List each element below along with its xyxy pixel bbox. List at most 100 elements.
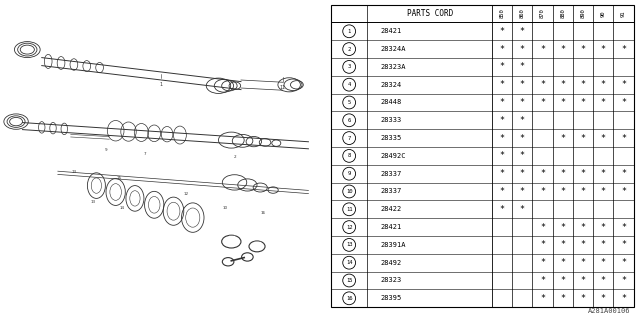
Text: *: *: [601, 187, 605, 196]
Text: *: *: [621, 276, 626, 285]
Text: 14: 14: [346, 260, 353, 265]
Text: *: *: [540, 169, 545, 178]
Text: 1: 1: [159, 82, 162, 87]
Text: *: *: [621, 223, 626, 232]
Text: *: *: [580, 223, 586, 232]
Text: *: *: [560, 223, 565, 232]
Text: *: *: [540, 223, 545, 232]
Text: 28337: 28337: [380, 188, 401, 195]
Text: 850: 850: [499, 9, 504, 19]
Text: 8: 8: [348, 153, 351, 158]
Text: *: *: [580, 187, 586, 196]
Text: 890: 890: [580, 9, 586, 19]
Text: *: *: [540, 258, 545, 267]
Text: 7: 7: [143, 152, 146, 156]
Text: 9: 9: [348, 171, 351, 176]
Text: *: *: [601, 133, 605, 143]
Text: *: *: [520, 151, 525, 160]
Text: *: *: [499, 27, 504, 36]
Text: 28337: 28337: [380, 171, 401, 177]
Text: 2: 2: [233, 155, 236, 159]
Text: 10: 10: [346, 189, 353, 194]
Text: *: *: [621, 133, 626, 143]
Text: *: *: [580, 258, 586, 267]
Text: *: *: [540, 44, 545, 53]
Text: *: *: [601, 44, 605, 53]
Text: 28323A: 28323A: [380, 64, 406, 70]
Text: *: *: [601, 80, 605, 89]
Text: *: *: [580, 44, 586, 53]
Text: *: *: [621, 44, 626, 53]
Text: *: *: [621, 169, 626, 178]
Text: *: *: [601, 223, 605, 232]
Text: A281A00106: A281A00106: [588, 308, 630, 314]
Text: *: *: [580, 276, 586, 285]
Text: 28333: 28333: [380, 117, 401, 123]
Text: 28492C: 28492C: [380, 153, 406, 159]
Text: 28395: 28395: [380, 295, 401, 301]
Text: *: *: [499, 133, 504, 143]
Text: 870: 870: [540, 9, 545, 19]
Text: *: *: [520, 44, 525, 53]
Text: *: *: [621, 80, 626, 89]
Text: *: *: [601, 98, 605, 107]
Text: *: *: [540, 240, 545, 249]
Text: 28448: 28448: [380, 100, 401, 106]
Text: *: *: [560, 98, 565, 107]
Text: *: *: [520, 116, 525, 125]
Text: 28422: 28422: [380, 206, 401, 212]
Text: 13: 13: [71, 170, 76, 174]
Text: *: *: [560, 80, 565, 89]
Text: *: *: [560, 240, 565, 249]
Text: *: *: [520, 62, 525, 71]
Text: *: *: [520, 169, 525, 178]
Text: *: *: [540, 276, 545, 285]
Text: 28324: 28324: [380, 82, 401, 88]
Text: *: *: [499, 44, 504, 53]
Text: *: *: [601, 240, 605, 249]
Text: 12: 12: [346, 225, 353, 229]
Text: *: *: [601, 169, 605, 178]
Text: *: *: [621, 98, 626, 107]
Text: *: *: [520, 27, 525, 36]
Text: *: *: [560, 276, 565, 285]
Text: *: *: [580, 169, 586, 178]
Text: *: *: [499, 205, 504, 214]
Text: *: *: [499, 80, 504, 89]
Text: 28323: 28323: [380, 277, 401, 284]
Text: 28324A: 28324A: [380, 46, 406, 52]
Text: 3: 3: [348, 64, 351, 69]
Text: 12: 12: [184, 192, 189, 196]
Text: *: *: [560, 44, 565, 53]
Text: *: *: [621, 294, 626, 303]
Text: 9: 9: [105, 148, 108, 152]
Text: 14: 14: [120, 206, 125, 210]
Text: 28335: 28335: [380, 135, 401, 141]
Text: *: *: [520, 187, 525, 196]
Text: *: *: [520, 133, 525, 143]
Text: *: *: [601, 294, 605, 303]
Text: *: *: [499, 62, 504, 71]
Text: *: *: [520, 80, 525, 89]
Text: *: *: [499, 187, 504, 196]
Text: 11: 11: [346, 207, 353, 212]
Text: *: *: [621, 240, 626, 249]
Text: 5: 5: [348, 100, 351, 105]
Text: 880: 880: [560, 9, 565, 19]
Text: *: *: [540, 80, 545, 89]
Text: *: *: [601, 258, 605, 267]
Text: *: *: [580, 80, 586, 89]
Text: 6: 6: [348, 118, 351, 123]
Text: 90: 90: [601, 10, 605, 17]
Text: 13: 13: [91, 200, 96, 204]
Text: *: *: [499, 169, 504, 178]
Text: 1: 1: [348, 29, 351, 34]
Text: *: *: [520, 205, 525, 214]
Text: 15: 15: [116, 176, 122, 180]
Text: *: *: [621, 258, 626, 267]
Text: 10: 10: [222, 206, 227, 210]
Text: 28391A: 28391A: [380, 242, 406, 248]
Text: *: *: [560, 133, 565, 143]
Text: *: *: [520, 98, 525, 107]
Text: *: *: [499, 98, 504, 107]
